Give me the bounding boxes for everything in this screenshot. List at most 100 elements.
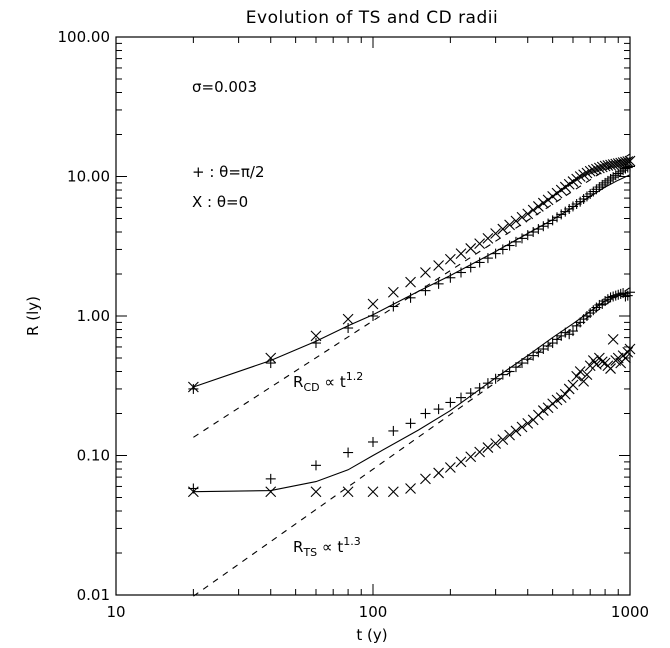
plus-marker — [310, 338, 321, 349]
x-marker — [482, 233, 494, 244]
plus-marker — [613, 289, 624, 300]
x-marker — [547, 191, 559, 202]
x-marker — [367, 486, 379, 498]
x-marker — [420, 473, 431, 485]
plus-marker — [560, 327, 571, 338]
plus-marker — [567, 326, 578, 337]
plus-marker — [490, 248, 501, 259]
plus-marker — [615, 288, 626, 299]
plus-marker — [538, 221, 549, 232]
x-marker — [342, 486, 354, 498]
x-marker — [497, 434, 509, 445]
cd-fit-proportional: ∝ t — [320, 373, 346, 391]
plus-marker — [608, 291, 619, 302]
x-marker — [367, 298, 379, 310]
curves — [193, 153, 631, 597]
plus-marker — [608, 172, 619, 183]
plus-marker — [433, 278, 444, 289]
plus-marker — [560, 206, 571, 217]
plus-marker — [482, 253, 493, 264]
plus-marker — [497, 369, 508, 380]
x-marker — [605, 363, 616, 374]
plus-marker — [388, 301, 399, 312]
x-marker — [387, 486, 399, 498]
x-marker — [593, 162, 605, 174]
plus-marker — [420, 408, 431, 419]
sigma-annotation: σ=0.003 — [192, 78, 257, 96]
plus-marker — [504, 366, 515, 377]
x-marker — [465, 451, 477, 463]
plus-marker — [368, 436, 378, 447]
y-tick-label: 0.10 — [77, 447, 110, 465]
y-tick-label: 10.00 — [67, 168, 110, 186]
x-marker — [482, 442, 494, 453]
x-marker — [620, 156, 631, 168]
x-tick-label: 1000 — [611, 603, 649, 621]
y-tick-label: 1.00 — [77, 307, 110, 325]
plus-marker — [620, 291, 631, 302]
x-marker — [405, 276, 416, 288]
x-marker — [527, 204, 539, 216]
x-marker — [537, 197, 549, 209]
x-marker — [578, 169, 590, 181]
x-marker — [559, 388, 571, 400]
plus-marker — [445, 272, 456, 283]
x-tick-label: 10 — [106, 603, 125, 621]
plus-marker — [343, 323, 354, 334]
x-legend: X : θ=0 — [192, 193, 248, 211]
x-marker — [490, 438, 502, 449]
plus-marker — [445, 397, 456, 408]
x-marker — [591, 163, 602, 175]
plus-marker — [343, 447, 354, 458]
x-marker — [465, 243, 477, 254]
x-marker — [584, 360, 596, 372]
plus-marker — [265, 358, 276, 369]
x-marker — [265, 486, 277, 498]
x-marker — [574, 366, 586, 377]
plus-marker — [600, 177, 611, 188]
x-marker — [522, 208, 534, 220]
x-marker — [596, 356, 608, 368]
plus-marker — [602, 294, 613, 305]
x-marker — [405, 483, 416, 494]
plus-marker — [497, 244, 508, 255]
x-marker — [516, 421, 528, 433]
solid-model-line — [193, 292, 631, 493]
ts-fit-proportional: ∝ t — [317, 538, 343, 556]
x-marker — [617, 157, 629, 168]
x-marker — [622, 346, 634, 358]
plus-marker — [528, 227, 539, 238]
x-marker — [607, 333, 619, 345]
cd-fit-exponent: 1.2 — [346, 370, 364, 383]
x-marker — [444, 253, 456, 265]
plus-marker — [465, 262, 476, 273]
x-marker — [620, 352, 631, 364]
plus-marker — [368, 311, 378, 321]
x-marker — [578, 375, 590, 387]
x-marker — [510, 215, 522, 227]
ts-fit-exponent: 1.3 — [343, 535, 361, 548]
x-marker — [510, 425, 522, 437]
plus-marker — [517, 358, 528, 369]
x-marker — [516, 211, 528, 223]
x-marker — [474, 446, 486, 458]
plus-marker — [517, 233, 528, 244]
x-marker — [455, 456, 467, 468]
x-marker — [455, 248, 467, 260]
x-marker — [420, 267, 431, 278]
x-marker — [474, 238, 486, 250]
cd-fit-R: R — [293, 373, 303, 391]
tick-marks — [115, 37, 630, 596]
x-marker — [522, 417, 534, 429]
x-marker — [504, 429, 515, 441]
x-marker — [622, 156, 634, 167]
x-marker — [310, 330, 322, 342]
plus-marker — [510, 362, 521, 373]
plus-marker — [625, 287, 635, 298]
x-marker — [387, 286, 399, 298]
x-tick-label: 100 — [359, 603, 388, 621]
y-tick-label: 100.00 — [58, 28, 111, 46]
cd-fit-annotation: RCD ∝ t1.2 — [293, 370, 363, 394]
plus-marker — [310, 460, 321, 471]
